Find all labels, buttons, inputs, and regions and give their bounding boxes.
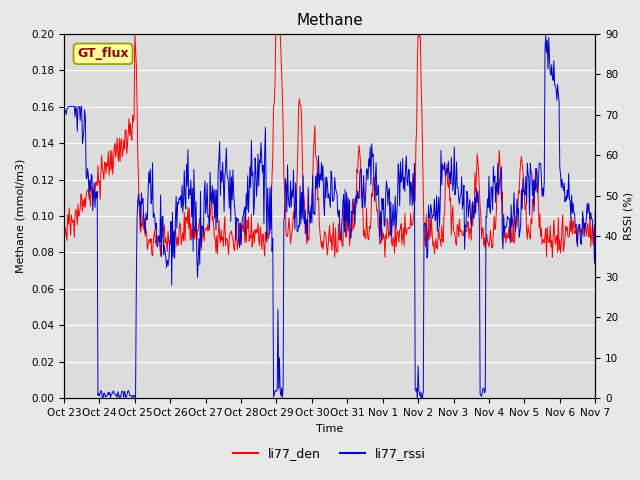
Y-axis label: RSSI (%): RSSI (%) bbox=[623, 192, 634, 240]
X-axis label: Time: Time bbox=[316, 424, 343, 433]
Text: GT_flux: GT_flux bbox=[77, 48, 129, 60]
Legend: li77_den, li77_rssi: li77_den, li77_rssi bbox=[228, 442, 431, 465]
Y-axis label: Methane (mmol/m3): Methane (mmol/m3) bbox=[15, 159, 26, 273]
Title: Methane: Methane bbox=[296, 13, 363, 28]
